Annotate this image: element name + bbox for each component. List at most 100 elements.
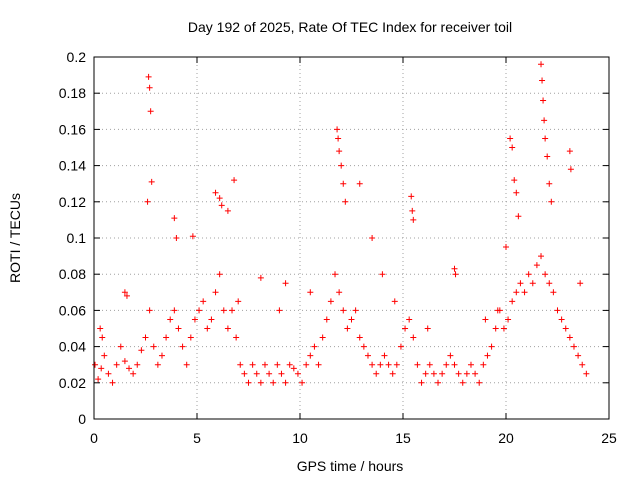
- data-point: [173, 235, 180, 241]
- y-tick-label: 0.16: [59, 121, 86, 137]
- data-point: [126, 365, 133, 372]
- data-point: [513, 289, 520, 296]
- data-point: [356, 334, 363, 341]
- x-tick-label: 15: [395, 430, 411, 446]
- data-point: [570, 343, 577, 350]
- data-point: [579, 361, 586, 368]
- data-point: [216, 195, 223, 202]
- data-point: [307, 289, 314, 296]
- grid-lines: [94, 57, 609, 419]
- data-point: [154, 361, 161, 368]
- data-point: [253, 370, 260, 377]
- data-point: [105, 370, 112, 377]
- data-point: [146, 84, 153, 91]
- data-point: [492, 325, 499, 332]
- data-point: [340, 180, 347, 187]
- data-point: [274, 361, 281, 368]
- data-point: [369, 361, 376, 368]
- data-point: [307, 352, 314, 359]
- data-point: [389, 370, 396, 377]
- x-tick-label: 20: [498, 430, 514, 446]
- data-point: [208, 316, 215, 323]
- data-point: [455, 370, 462, 377]
- data-point: [379, 271, 386, 278]
- data-point: [406, 316, 413, 323]
- data-point: [167, 316, 174, 323]
- x-tick-label: 0: [90, 430, 98, 446]
- data-point: [546, 280, 553, 287]
- data-point: [261, 361, 268, 368]
- data-point: [558, 316, 565, 323]
- data-point: [249, 361, 256, 368]
- data-point: [373, 370, 380, 377]
- data-point: [323, 316, 330, 323]
- data-point: [422, 370, 429, 377]
- data-point: [299, 379, 306, 386]
- data-point: [146, 307, 153, 314]
- data-point: [385, 361, 392, 368]
- data-point: [266, 370, 273, 377]
- data-point: [241, 370, 248, 377]
- data-point: [257, 274, 264, 281]
- data-point: [414, 361, 421, 368]
- data-point: [509, 298, 516, 305]
- data-point: [439, 370, 446, 377]
- data-point: [538, 253, 545, 260]
- data-point: [338, 162, 345, 169]
- data-point: [148, 178, 155, 185]
- data-point: [303, 361, 310, 368]
- data-point: [117, 343, 124, 350]
- data-point: [540, 97, 547, 104]
- data-point: [542, 135, 549, 142]
- y-tick-label: 0.1: [67, 230, 87, 246]
- data-point: [123, 292, 130, 299]
- data-point: [391, 298, 398, 305]
- data-point: [539, 77, 546, 84]
- data-point: [364, 352, 371, 359]
- data-point: [451, 361, 458, 368]
- data-point: [542, 271, 549, 278]
- data-point: [150, 343, 157, 350]
- data-point: [472, 370, 479, 377]
- data-point: [410, 216, 417, 223]
- data-point: [334, 126, 341, 133]
- data-point: [541, 117, 548, 124]
- chart-title: Day 192 of 2025, Rate Of TEC Index for r…: [188, 19, 512, 35]
- data-point: [109, 379, 116, 386]
- y-tick-label: 0: [78, 411, 86, 427]
- data-point: [218, 202, 225, 209]
- data-point: [145, 73, 152, 80]
- data-point: [278, 370, 285, 377]
- data-point: [409, 207, 416, 214]
- data-point: [336, 148, 343, 155]
- data-point: [517, 280, 524, 287]
- data-point: [113, 361, 120, 368]
- data-point: [134, 361, 141, 368]
- data-point: [171, 215, 178, 222]
- y-tick-label: 0.18: [59, 85, 86, 101]
- data-point: [92, 361, 99, 368]
- data-point: [171, 307, 178, 314]
- data-point: [393, 361, 400, 368]
- y-axis-ticks: 0 0.02 0.04 0.06 0.08 0.1 0.12 0.14 0.16 0.18 0.2: [59, 49, 609, 427]
- data-point: [98, 365, 105, 372]
- x-axis-label: GPS time / hours: [297, 458, 404, 474]
- x-tick-label: 5: [193, 430, 201, 446]
- data-point: [503, 244, 509, 251]
- data-point: [196, 307, 203, 314]
- data-point: [360, 343, 367, 350]
- data-point: [121, 358, 128, 365]
- data-point: [356, 180, 363, 187]
- data-point: [163, 334, 170, 341]
- data-point: [515, 213, 522, 220]
- data-point: [142, 334, 149, 341]
- data-point: [332, 271, 339, 278]
- data-point: [335, 135, 342, 142]
- data-point: [231, 177, 238, 184]
- data-point: [509, 144, 516, 151]
- data-point: [212, 289, 219, 296]
- data-point: [344, 325, 351, 332]
- data-point: [216, 271, 223, 278]
- data-point: [348, 316, 355, 323]
